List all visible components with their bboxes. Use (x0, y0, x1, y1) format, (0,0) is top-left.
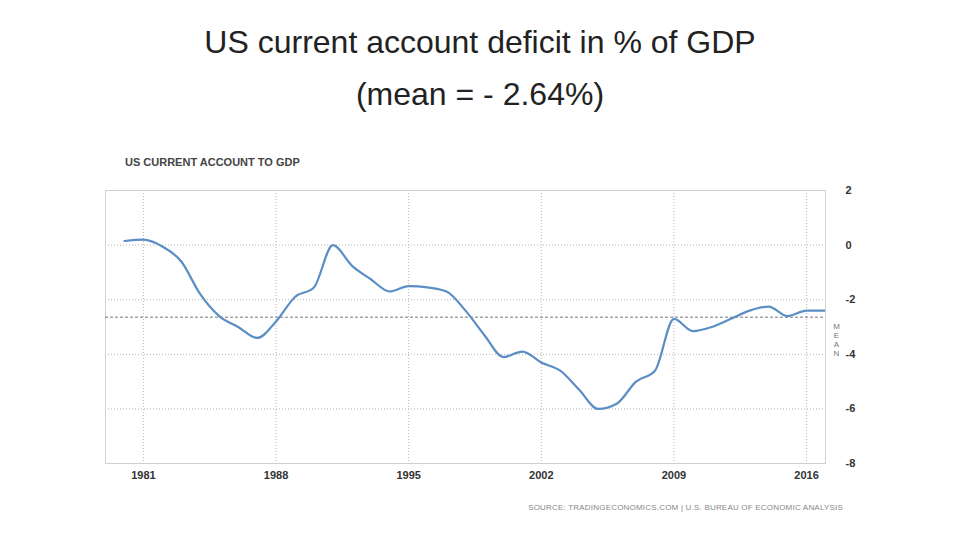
html-text:(mean = - 2.64%): (mean = - 2.64%) (355, 76, 604, 112)
svg-text:2002: 2002 (529, 469, 553, 481)
html-text:US current account deficit in: US current account deficit in % of GDP (204, 24, 756, 60)
svg-text:2: 2 (846, 184, 852, 196)
svg-text:1981: 1981 (131, 469, 155, 481)
svg-text:0: 0 (846, 239, 852, 251)
svg-text:1995: 1995 (396, 469, 420, 481)
html-text:US CURRENT ACCOUNT TO GDP: US CURRENT ACCOUNT TO GDP (125, 156, 300, 168)
svg-text:-8: -8 (846, 457, 856, 469)
html-text:SOURCE: TRADINGECONOMICS.COM |: SOURCE: TRADINGECONOMICS.COM | U.S. BURE… (528, 503, 843, 512)
svg-text:-4: -4 (846, 348, 857, 360)
svg-text:-2: -2 (846, 293, 856, 305)
svg-text:1988: 1988 (264, 469, 288, 481)
svg-text:2016: 2016 (794, 469, 818, 481)
svg-text:-6: -6 (846, 402, 856, 414)
svg-text:MEAN: MEAN (833, 322, 840, 359)
svg-text:2009: 2009 (662, 469, 686, 481)
